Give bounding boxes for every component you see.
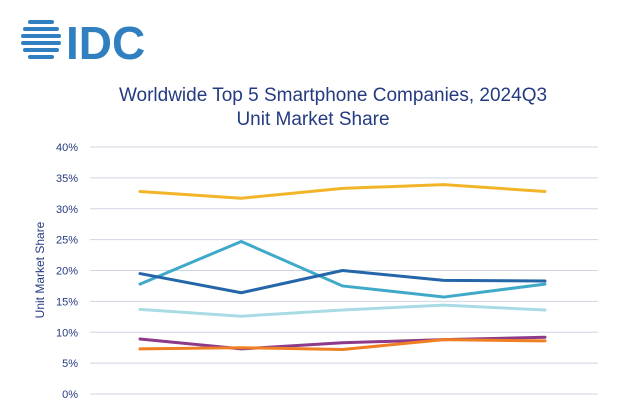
globe-icon — [21, 20, 61, 59]
series-lines — [138, 183, 547, 352]
logo-text: IDC — [66, 17, 145, 69]
series-line-3 — [138, 269, 547, 295]
y-tick-label: 30% — [56, 204, 78, 216]
y-tick-label: 15% — [56, 296, 78, 308]
y-tick-label: 20% — [56, 266, 78, 278]
y-tick-label: 5% — [62, 358, 78, 370]
y-axis-ticks: 0% 5% 10% 15% 20% 25% 30% 35% 40% — [56, 142, 78, 400]
chart-title: Worldwide Top 5 Smartphone Companies, 20… — [119, 85, 547, 106]
chart-subtitle: Unit Market Share — [236, 109, 389, 130]
y-axis-label: Unit Market Share — [33, 221, 47, 318]
series-line-6 — [138, 338, 547, 352]
y-tick-label: 10% — [56, 327, 78, 339]
y-tick-label: 25% — [56, 235, 78, 247]
y-tick-label: 40% — [56, 142, 78, 154]
series-line-2 — [138, 239, 547, 299]
series-line-1 — [138, 183, 547, 200]
y-tick-label: 0% — [62, 389, 78, 400]
series-line-4 — [138, 303, 547, 318]
y-tick-label: 35% — [56, 173, 78, 185]
idc-logo: IDC — [21, 17, 145, 69]
